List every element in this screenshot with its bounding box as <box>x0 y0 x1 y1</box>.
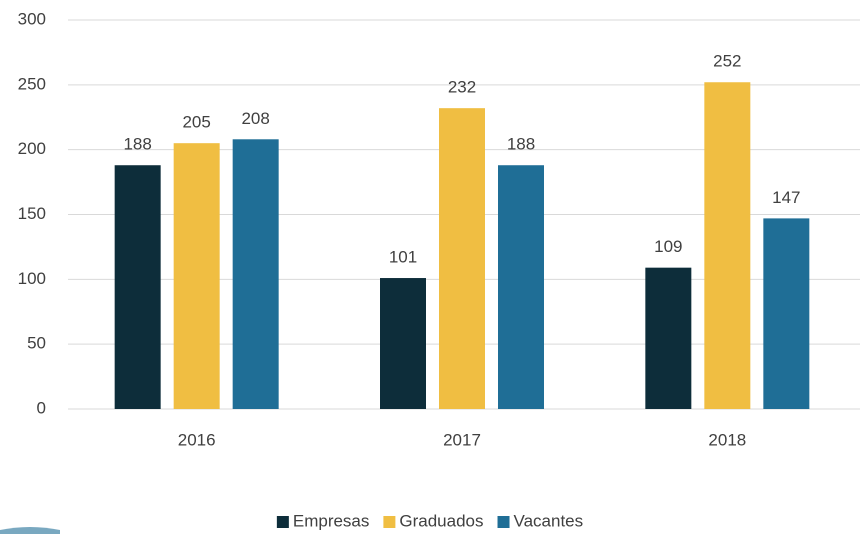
data-label: 101 <box>389 248 417 267</box>
decoration <box>0 527 60 534</box>
bar <box>380 278 426 409</box>
data-label: 188 <box>507 135 535 154</box>
legend: Empresas Graduados Vacantes <box>276 511 584 530</box>
y-tick-label: 250 <box>18 74 46 93</box>
legend-label: Empresas <box>293 511 370 530</box>
legend-label: Graduados <box>399 511 483 530</box>
bar <box>645 267 692 409</box>
data-label: 232 <box>448 78 476 97</box>
bar <box>439 108 485 409</box>
bar <box>498 165 544 409</box>
data-label: 188 <box>123 135 151 154</box>
data-label: 109 <box>654 237 682 256</box>
legend-swatch <box>383 516 396 528</box>
data-label: 205 <box>182 113 210 132</box>
bar <box>704 82 751 410</box>
y-tick-label: 0 <box>37 398 46 417</box>
bar <box>114 165 161 409</box>
y-tick-label: 150 <box>18 204 46 223</box>
y-tick-label: 100 <box>18 269 46 288</box>
y-tick-label: 200 <box>18 139 46 158</box>
data-label: 147 <box>772 188 800 207</box>
legend-swatch <box>276 516 289 528</box>
x-tick-label: 2016 <box>178 430 216 449</box>
legend-swatch <box>497 516 510 528</box>
x-tick-label: 2018 <box>708 430 746 449</box>
data-label: 252 <box>713 52 741 71</box>
y-tick-label: 50 <box>27 334 46 353</box>
y-tick-label: 300 <box>18 9 46 28</box>
bar <box>763 218 810 409</box>
data-label: 208 <box>241 109 269 128</box>
legend-label: Vacantes <box>514 511 584 530</box>
x-tick-label: 2017 <box>443 430 481 449</box>
bar <box>232 139 279 409</box>
bar <box>173 143 220 409</box>
